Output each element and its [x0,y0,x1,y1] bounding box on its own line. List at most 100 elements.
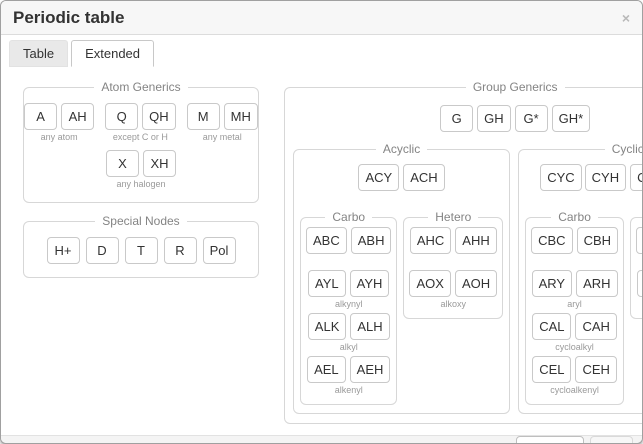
atom-button-a[interactable]: A [24,103,58,130]
pair-caption [531,256,618,267]
button-pair: AOX AOH alkoxy [409,270,498,310]
pair-caption [306,256,391,267]
special-button-r[interactable]: R [163,237,197,264]
button-pair: ABC ABH [306,227,392,267]
group-button-abh[interactable]: ABH [350,227,392,254]
group-button-cyh[interactable]: CYH [584,164,627,191]
pair-caption: cycloalkyl [555,342,594,352]
special-nodes-row: H+ D T R Pol [32,237,250,264]
group-button-ael[interactable]: AEL [307,356,346,383]
group-button-ayl[interactable]: AYL [308,270,346,297]
dialog-header: Periodic table × [1,1,642,35]
acyclic-subsections: Carbo ABC ABH [300,210,504,405]
cyclic-subsections: Carbo CBC CBH [525,210,642,405]
button-pair: CAL CAH cycloalkyl [531,313,618,353]
group-button-gh[interactable]: GH [477,105,511,132]
button-pair: CBC CBH [531,227,619,267]
special-button-pol[interactable]: Pol [202,237,236,264]
special-button-hplus[interactable]: H+ [46,237,80,264]
atom-button-x[interactable]: X [106,150,139,177]
button-pair: Q QH except C or H [105,103,176,143]
pair-caption [636,256,642,267]
group-button-cyc[interactable]: CYC [540,164,582,191]
cyclic-legend: Cyclic [611,142,643,156]
pair-caption [409,256,497,267]
group-button-chc[interactable]: CHC [636,227,642,254]
atom-button-qh[interactable]: QH [142,103,176,130]
tab-bar: Table Extended [1,35,642,67]
left-column: Atom Generics A AH any atom Q QH [23,80,259,289]
group-button-har[interactable]: HAR [636,270,642,297]
atom-button-mh[interactable]: MH [223,103,258,130]
acyclic-hetero-fieldset: Hetero AHC AHH [403,210,504,319]
special-nodes-legend: Special Nodes [102,214,180,228]
acyclic-legend: Acyclic [382,142,421,156]
pair-caption: aryl [567,299,582,309]
group-button-ayh[interactable]: AYH [349,270,390,297]
dialog-footer: Cancel OK [1,435,642,443]
group-button-cbc[interactable]: CBC [531,227,573,254]
group-button-cel[interactable]: CEL [532,356,572,383]
tab-table[interactable]: Table [9,40,69,67]
group-button-g[interactable]: G [440,105,474,132]
group-button-ary[interactable]: ARY [531,270,573,297]
tab-extended[interactable]: Extended [71,40,155,67]
close-icon[interactable]: × [621,9,630,26]
button-pair: ARY ARH aryl [531,270,618,310]
atom-button-xh[interactable]: XH [143,150,176,177]
group-button-gstar[interactable]: G* [514,105,548,132]
button-pair: CYC CYH [540,164,627,204]
group-button-ghstar[interactable]: GH* [551,105,591,132]
group-button-ahc[interactable]: AHC [409,227,452,254]
button-pair: ALK ALH alkyl [306,313,391,353]
group-generics-fieldset: Group Generics G GH G* GH* Acyclic ACY [284,80,643,424]
dialog-title: Periodic table [13,7,125,27]
right-column: Group Generics G GH G* GH* Acyclic ACY [284,80,643,435]
pair-caption: any atom [40,132,78,142]
group-button-aoh[interactable]: AOH [454,270,498,297]
pair-caption: no carbon [630,193,642,204]
group-button-alh[interactable]: ALH [350,313,390,340]
group-button-alk[interactable]: ALK [307,313,347,340]
button-pair: M MH any metal [186,103,258,143]
button-pair: HAR HAH hetero aryl [636,270,642,310]
group-button-ceh[interactable]: CEH [575,356,617,383]
group-button-ahh[interactable]: AHH [455,227,497,254]
cancel-button[interactable]: Cancel [515,436,585,443]
group-generics-top-row: G GH G* GH* [293,105,642,132]
dialog-content: Atom Generics A AH any atom Q QH [1,67,642,435]
button-pair: ACY ACH [358,164,445,204]
group-generics-body: Acyclic ACY ACH [293,142,643,414]
pair-caption: hetero aryl [636,299,642,310]
ok-button[interactable]: OK [590,436,633,443]
group-button-ach[interactable]: ACH [403,164,445,191]
pair-caption: alkyl [339,342,358,352]
group-button-aeh[interactable]: AEH [349,356,391,383]
pair-caption: any metal [202,132,242,142]
atom-button-ah[interactable]: AH [61,103,95,130]
atom-button-m[interactable]: M [186,103,220,130]
cyclic-carbo-fieldset: Carbo CBC CBH [525,210,625,405]
group-button-cbh[interactable]: CBH [576,227,619,254]
atom-generics-row2: X XH any halogen [32,150,250,193]
group-button-acy[interactable]: ACY [358,164,400,191]
acyclic-hetero-legend: Hetero [435,210,472,224]
group-button-arh[interactable]: ARH [576,270,618,297]
group-button-cxx[interactable]: CXX [630,164,642,191]
pair-caption: alkynyl [334,299,363,309]
pair-caption: alkoxy [440,299,467,309]
group-button-cah[interactable]: CAH [575,313,617,340]
cyclic-hetero-fieldset: Hetero CHC CHH [630,210,642,319]
pair-caption: alkenyl [334,385,363,395]
acyclic-fieldset: Acyclic ACY ACH [293,142,511,414]
group-button-aox[interactable]: AOX [409,270,451,297]
group-generics-legend: Group Generics [472,80,558,94]
special-nodes-fieldset: Special Nodes H+ D T R Pol [23,214,259,278]
special-button-d[interactable]: D [85,237,119,264]
button-pair: CXX CXH no carbon [630,164,642,204]
special-button-t[interactable]: T [124,237,158,264]
atom-button-q[interactable]: Q [105,103,139,130]
group-button-cal[interactable]: CAL [532,313,572,340]
group-button-abc[interactable]: ABC [306,227,347,254]
